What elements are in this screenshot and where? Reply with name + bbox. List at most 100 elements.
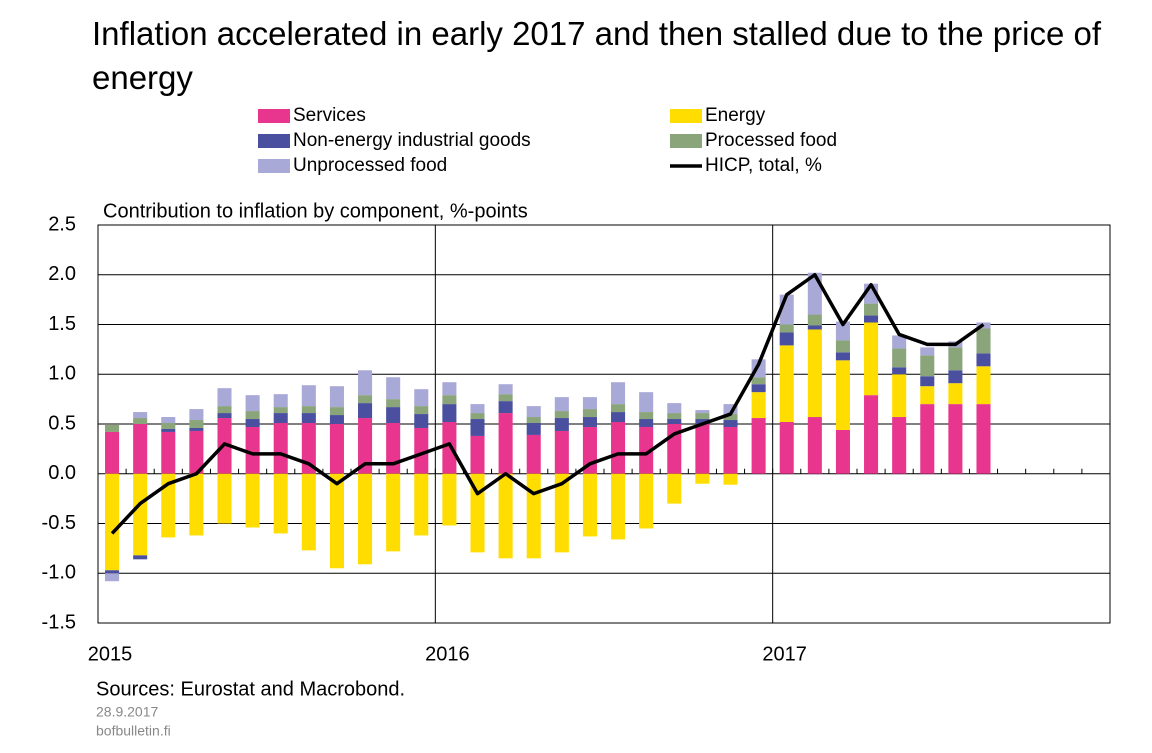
bar-segment (723, 473, 738, 485)
bar-segment (835, 321, 850, 341)
bar-segment (667, 473, 682, 504)
bar-segment (414, 389, 429, 407)
bar-segment (639, 392, 654, 413)
bar-segment (864, 322, 879, 396)
bar-segment (386, 407, 401, 424)
bar-segment (695, 413, 710, 420)
bar-segment (695, 419, 710, 424)
bar-segment (611, 473, 626, 540)
bar-segment (582, 473, 597, 537)
bar-segment (133, 418, 148, 424)
legend-swatch (258, 134, 290, 148)
legend-label: Services (293, 105, 366, 126)
x-tick-label: 2015 (88, 643, 133, 665)
line (110, 273, 985, 535)
bar-segment (723, 426, 738, 474)
bar-segment (723, 404, 738, 415)
bar-segment (723, 414, 738, 421)
bar-segment (835, 429, 850, 474)
bar-segment (161, 431, 176, 474)
bar-segment (161, 423, 176, 429)
bar-segment (526, 423, 541, 435)
bar-segment (751, 392, 766, 419)
bar-segment (414, 473, 429, 536)
bar-segment (301, 385, 316, 407)
bar-segment (470, 419, 485, 436)
bar-segment (582, 397, 597, 410)
bar-segment (105, 570, 120, 574)
bar-segment (105, 424, 120, 432)
bar-segment (554, 411, 569, 419)
bar-segment (329, 407, 344, 416)
bar-segment (948, 404, 963, 474)
bar-segment (273, 413, 288, 424)
legend-swatch (258, 159, 290, 173)
bar-segment (554, 473, 569, 553)
bar-segment (976, 353, 991, 367)
bar-segment (554, 397, 569, 412)
date: 28.9.2017 (96, 704, 158, 720)
bar-segment (470, 413, 485, 420)
bar-segment (639, 473, 654, 529)
bar-segment (329, 386, 344, 408)
bar-segment (189, 420, 204, 428)
bar-segment (442, 395, 457, 405)
bar-segment (358, 403, 373, 419)
legend-swatch (670, 109, 702, 123)
bar-segment (807, 329, 822, 418)
bar-segment (133, 424, 148, 474)
bar-segment (920, 386, 935, 405)
bar-segment (751, 384, 766, 393)
y-tick-label: 1.0 (48, 363, 76, 385)
bar-segment (189, 409, 204, 421)
bar-segment (892, 348, 907, 368)
bar-segment (667, 403, 682, 414)
bar-segment (414, 427, 429, 474)
bar-segment (920, 376, 935, 387)
bar-segment (217, 473, 232, 524)
bar-segment (892, 417, 907, 474)
subtitle: Contribution to inflation by component, … (103, 200, 528, 222)
bar-segment (892, 374, 907, 418)
bar-segment (864, 395, 879, 474)
bar-segment (105, 573, 120, 582)
bar-segment (695, 410, 710, 414)
bar-segment (498, 394, 513, 402)
bar-segment (217, 406, 232, 414)
y-tick-label: 1.5 (48, 313, 76, 335)
bar-segment (442, 404, 457, 423)
legend-label: Unprocessed food (293, 155, 447, 176)
y-tick-label: -1.5 (42, 611, 76, 633)
bar-segment (807, 314, 822, 326)
bar-segment (358, 473, 373, 565)
bar-segment (442, 473, 457, 526)
bar-segment (133, 473, 148, 556)
bar-segment (498, 401, 513, 414)
bar-segment (386, 473, 401, 552)
bar-segment (554, 418, 569, 431)
y-tick-label: 0.0 (48, 462, 76, 484)
bar-segment (779, 422, 794, 474)
bar-segment (920, 347, 935, 356)
source: Sources: Eurostat and Macrobond. (96, 678, 405, 700)
legend-swatch (670, 134, 702, 148)
bar-segment (470, 404, 485, 414)
bar-segment (386, 377, 401, 400)
bar-segment (892, 367, 907, 375)
chart-title: Inflation accelerated in early 2017 and … (92, 15, 1102, 96)
bar-segment (639, 412, 654, 420)
bar-segment (189, 427, 204, 431)
bar-segment (105, 473, 120, 571)
bar-segment (386, 423, 401, 474)
bar-segment (892, 335, 907, 349)
y-tick-label: -0.5 (42, 512, 76, 534)
legend-label: Processed food (705, 130, 837, 151)
bar-segment (273, 407, 288, 414)
bar-segment (245, 411, 260, 420)
bar-segment (582, 417, 597, 427)
legend-swatch (258, 109, 290, 123)
x-tick-label: 2017 (762, 643, 807, 665)
bar-segment (442, 382, 457, 396)
